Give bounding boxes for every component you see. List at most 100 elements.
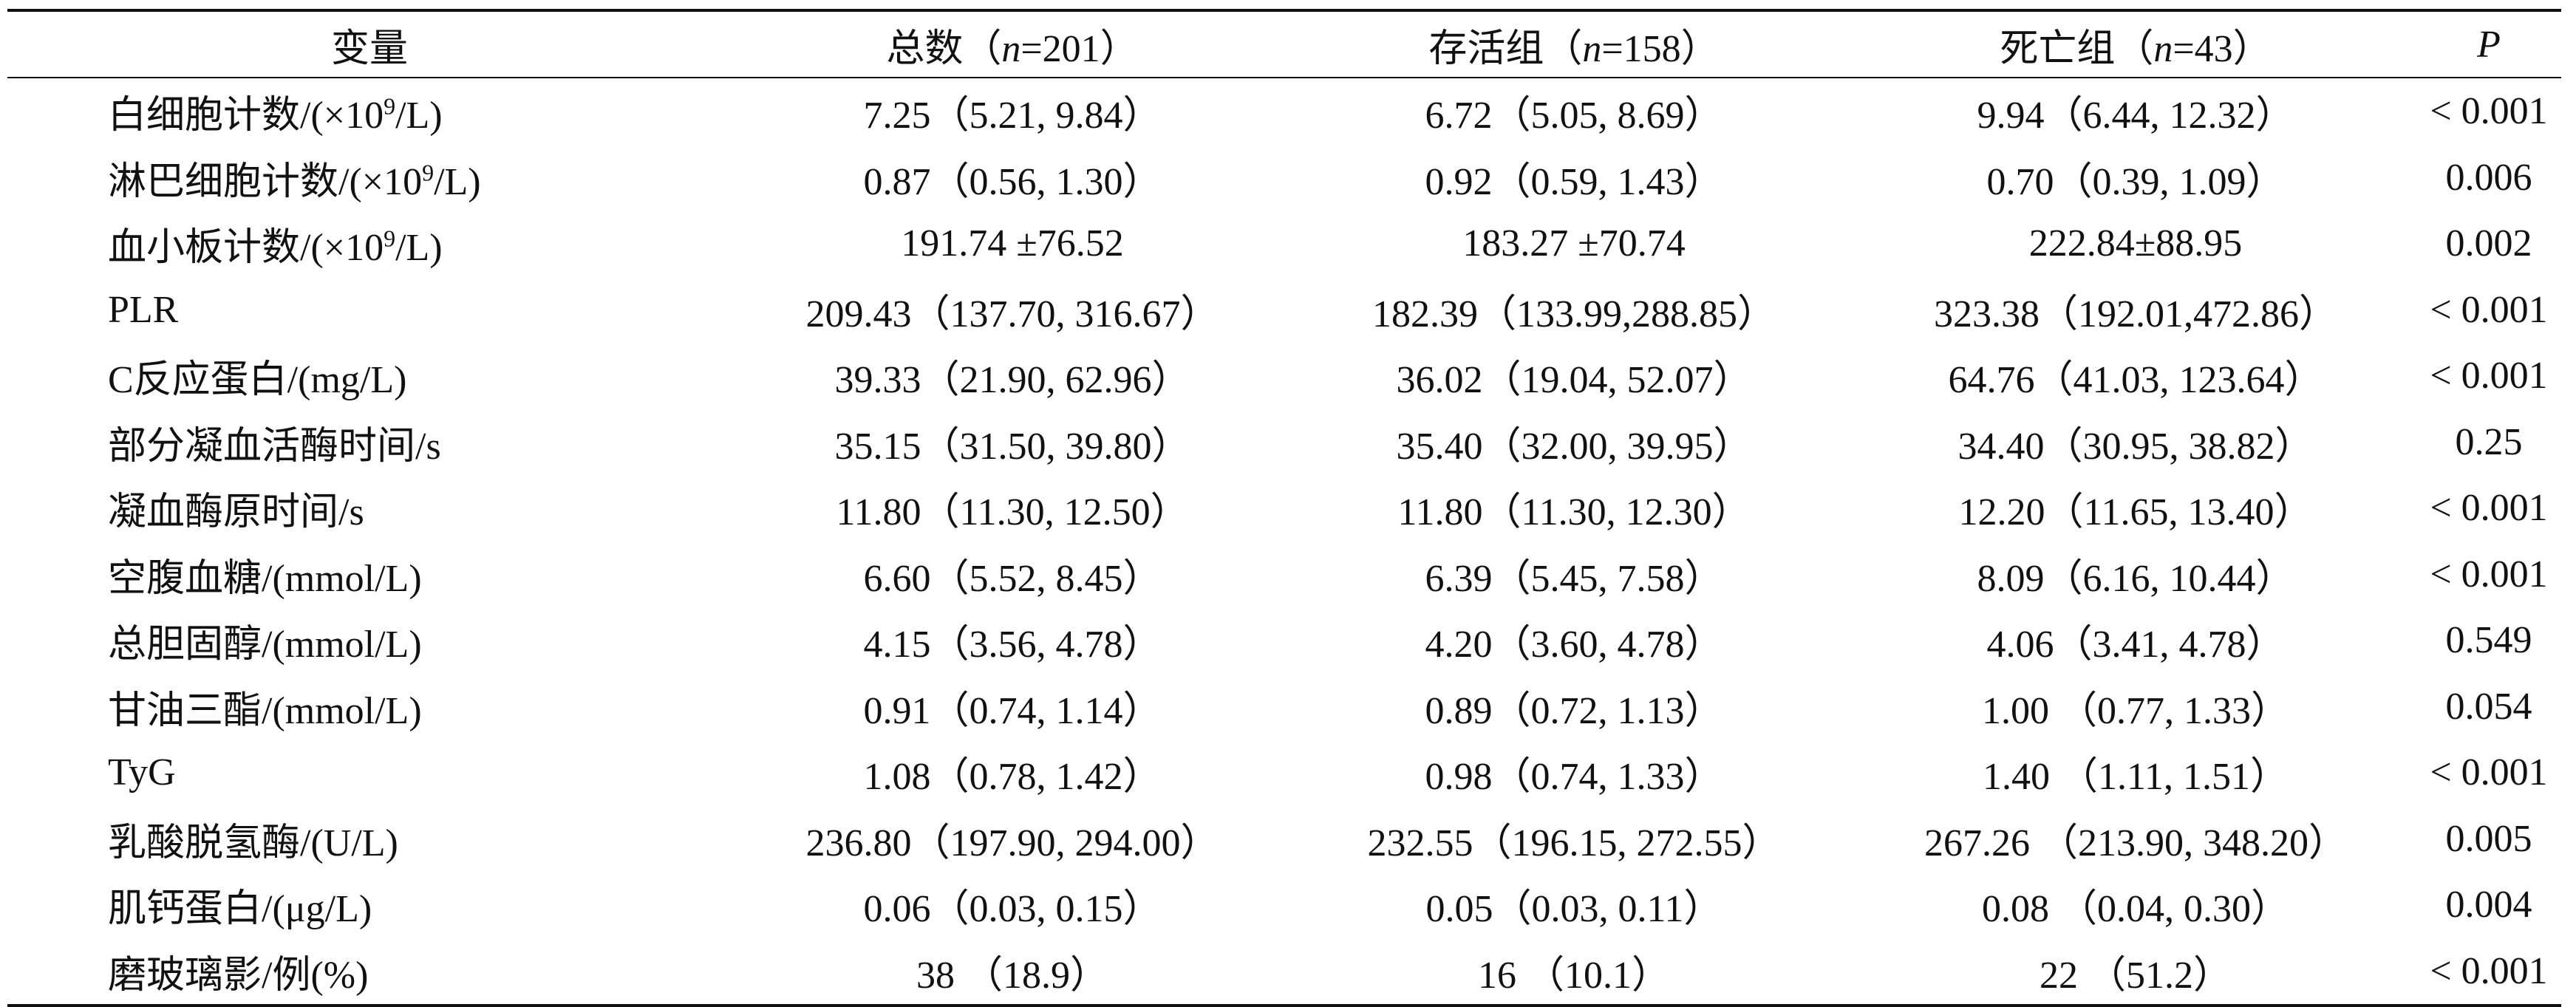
death-cell: 12.20（11.65, 13.40） [1958, 491, 2313, 534]
table-row: PLR 209.43（137.70, 316.67） 182.39（133.99,2… [7, 277, 2561, 344]
table-row: 血小板计数/(×109/L) 191.74 ±76.52 183.27 ±70.74… [7, 211, 2561, 277]
total-cell: 7.25（5.21, 9.84） [863, 95, 1162, 137]
table-row: 总胆固醇/(mmol/L) 4.15（3.56, 4.78） 4.20（3.60, … [7, 607, 2561, 674]
survival-cell: 0.05（0.03, 0.11） [1425, 888, 1723, 931]
death-cell: 323.38（192.01,472.86） [1933, 293, 2337, 335]
survival-cell: 0.98（0.74, 1.33） [1425, 756, 1723, 799]
p-value-cell: < 0.001 [2430, 751, 2548, 794]
death-cell: 267.26 （213.90, 348.20） [1924, 822, 2347, 864]
table-row: TyG 1.08（0.78, 1.42） 0.98（0.74, 1.33） 1.40 … [7, 740, 2561, 806]
death-cell: 8.09（6.16, 10.44） [1977, 557, 2294, 600]
table-row: 空腹血糖/(mmol/L) 6.60（5.52, 8.45） 6.39（5.45, … [7, 542, 2561, 608]
variable-cell: 肌钙蛋白/(μg/L) [7, 872, 732, 938]
total-cell: 6.60（5.52, 8.45） [863, 557, 1162, 600]
variable-cell: 甘油三酯/(mmol/L) [7, 674, 732, 740]
survival-cell: 11.80（11.30, 12.30） [1397, 491, 1751, 534]
p-value-cell: < 0.001 [2430, 949, 2548, 992]
survival-cell: 16 （10.1） [1477, 954, 1670, 997]
variable-name: C反应蛋白/(mg/L) [108, 359, 407, 402]
survival-cell: 232.55（196.15, 272.55） [1367, 822, 1781, 864]
variable-name: 部分凝血活酶时间/s [108, 425, 441, 468]
variable-name: 乳酸脱氢酶/(U/L) [108, 822, 398, 864]
variable-name: 总胆固醇/(mmol/L) [108, 624, 422, 666]
variable-unit-exponent: 9 [384, 225, 396, 252]
variable-cell: 空腹血糖/(mmol/L) [7, 542, 732, 608]
table-row: 乳酸脱氢酶/(U/L) 236.80（197.90, 294.00） 232.55（… [7, 806, 2561, 873]
variable-name: 淋巴细胞计数/(×10 [108, 160, 423, 203]
table-body: 白细胞计数/(×109/L) 7.25（5.21, 9.84） 6.72（5.05,… [7, 78, 2561, 1006]
death-cell: 222.84±88.95 [2028, 222, 2243, 265]
variable-cell: 白细胞计数/(×109/L) [7, 78, 732, 145]
survival-cell: 35.40（32.00, 39.95） [1396, 425, 1752, 468]
table-row: 白细胞计数/(×109/L) 7.25（5.21, 9.84） 6.72（5.05,… [7, 78, 2561, 145]
table-row: C反应蛋白/(mg/L) 39.33（21.90, 62.96） 36.02（19.… [7, 343, 2561, 409]
variable-name: 肌钙蛋白/(μg/L) [108, 888, 372, 931]
p-value-cell: 0.002 [2445, 222, 2532, 265]
p-value-cell: 0.006 [2445, 156, 2532, 199]
p-value-cell: 0.549 [2445, 619, 2532, 662]
death-cell: 64.76（41.03, 123.64） [1948, 359, 2323, 402]
header-total: 总数（n=201） [886, 27, 1139, 70]
p-value-cell: 0.004 [2445, 884, 2532, 926]
table-header: 变量 总数（n=201） 存活组（n=158） 死亡组（n=43） P [7, 10, 2561, 78]
clinical-data-table: 变量 总数（n=201） 存活组（n=158） 死亡组（n=43） P 白细胞计… [7, 9, 2561, 1007]
table-row: 肌钙蛋白/(μg/L) 0.06（0.03, 0.15） 0.05（0.03, 0.… [7, 872, 2561, 938]
variable-name: 白细胞计数/(×10 [108, 95, 384, 137]
variable-unit-suffix: /L) [434, 160, 481, 203]
p-value-cell: 0.005 [2445, 817, 2532, 860]
survival-cell: 36.02（19.04, 52.07） [1396, 359, 1752, 402]
variable-cell: 部分凝血活酶时间/s [7, 409, 732, 476]
variable-name: TyG [108, 751, 176, 794]
table-row: 甘油三酯/(mmol/L) 0.91（0.74, 1.14） 0.89（0.72, … [7, 674, 2561, 740]
total-cell: 11.80（11.30, 12.50） [836, 491, 1189, 534]
survival-cell: 6.72（5.05, 8.69） [1425, 95, 1723, 137]
variable-cell: 血小板计数/(×109/L) [7, 211, 732, 277]
p-value-cell: < 0.001 [2430, 288, 2548, 331]
variable-name: 甘油三酯/(mmol/L) [108, 689, 422, 732]
table-row: 磨玻璃影/例(%) 38 （18.9） 16 （10.1） 22 （51.2） < 0.… [7, 938, 2561, 1006]
variable-cell: 总胆固醇/(mmol/L) [7, 607, 732, 674]
total-cell: 39.33（21.90, 62.96） [834, 359, 1190, 402]
variable-name: PLR [108, 288, 179, 331]
death-cell: 34.40（30.95, 38.82） [1957, 425, 2314, 468]
survival-cell: 6.39（5.45, 7.58） [1425, 557, 1723, 600]
total-cell: 0.91（0.74, 1.14） [863, 689, 1162, 732]
death-cell: 4.06（3.41, 4.78） [1986, 624, 2285, 666]
total-cell: 236.80（197.90, 294.00） [805, 822, 1219, 864]
survival-cell: 0.89（0.72, 1.13） [1425, 689, 1723, 732]
survival-cell: 0.92（0.59, 1.43） [1425, 160, 1723, 203]
total-cell: 4.15（3.56, 4.78） [863, 624, 1162, 666]
total-cell: 38 （18.9） [916, 954, 1108, 997]
data-table-container: 变量 总数（n=201） 存活组（n=158） 死亡组（n=43） P 白细胞计… [7, 9, 2561, 1007]
header-survival: 存活组（n=158） [1428, 27, 1720, 70]
variable-cell: TyG [7, 740, 732, 806]
variable-cell: 淋巴细胞计数/(×109/L) [7, 145, 732, 211]
table-row: 部分凝血活酶时间/s 35.15（31.50, 39.80） 35.40（32.00… [7, 409, 2561, 476]
death-cell: 0.08 （0.04, 0.30） [1981, 888, 2289, 931]
variable-cell: 磨玻璃影/例(%) [7, 938, 732, 1006]
survival-cell: 4.20（3.60, 4.78） [1425, 624, 1723, 666]
death-cell: 1.00 （0.77, 1.33） [1981, 689, 2289, 732]
variable-name: 空腹血糖/(mmol/L) [108, 557, 422, 600]
p-value-cell: < 0.001 [2430, 90, 2548, 133]
header-p-value: P [2477, 23, 2501, 66]
variable-name: 血小板计数/(×10 [108, 227, 384, 270]
total-cell: 1.08（0.78, 1.42） [863, 756, 1162, 799]
variable-cell: PLR [7, 277, 732, 344]
header-variable: 变量 [330, 27, 408, 70]
variable-unit-exponent: 9 [422, 159, 435, 186]
total-cell: 35.15（31.50, 39.80） [834, 425, 1190, 468]
total-cell: 0.06（0.03, 0.15） [863, 888, 1162, 931]
variable-cell: C反应蛋白/(mg/L) [7, 343, 732, 409]
variable-name: 磨玻璃影/例(%) [108, 954, 369, 997]
death-cell: 0.70（0.39, 1.09） [1986, 160, 2285, 203]
variable-cell: 乳酸脱氢酶/(U/L) [7, 806, 732, 873]
table-row: 凝血酶原时间/s 11.80（11.30, 12.50） 11.80（11.30, … [7, 475, 2561, 542]
variable-unit-suffix: /L) [395, 227, 443, 270]
variable-unit-suffix: /L) [395, 95, 443, 137]
variable-unit-exponent: 9 [384, 92, 396, 120]
p-value-cell: < 0.001 [2430, 355, 2548, 397]
p-value-cell: 0.054 [2445, 685, 2532, 728]
death-cell: 9.94（6.44, 12.32） [1977, 95, 2294, 137]
death-cell: 1.40 （1.11, 1.51） [1982, 756, 2289, 799]
